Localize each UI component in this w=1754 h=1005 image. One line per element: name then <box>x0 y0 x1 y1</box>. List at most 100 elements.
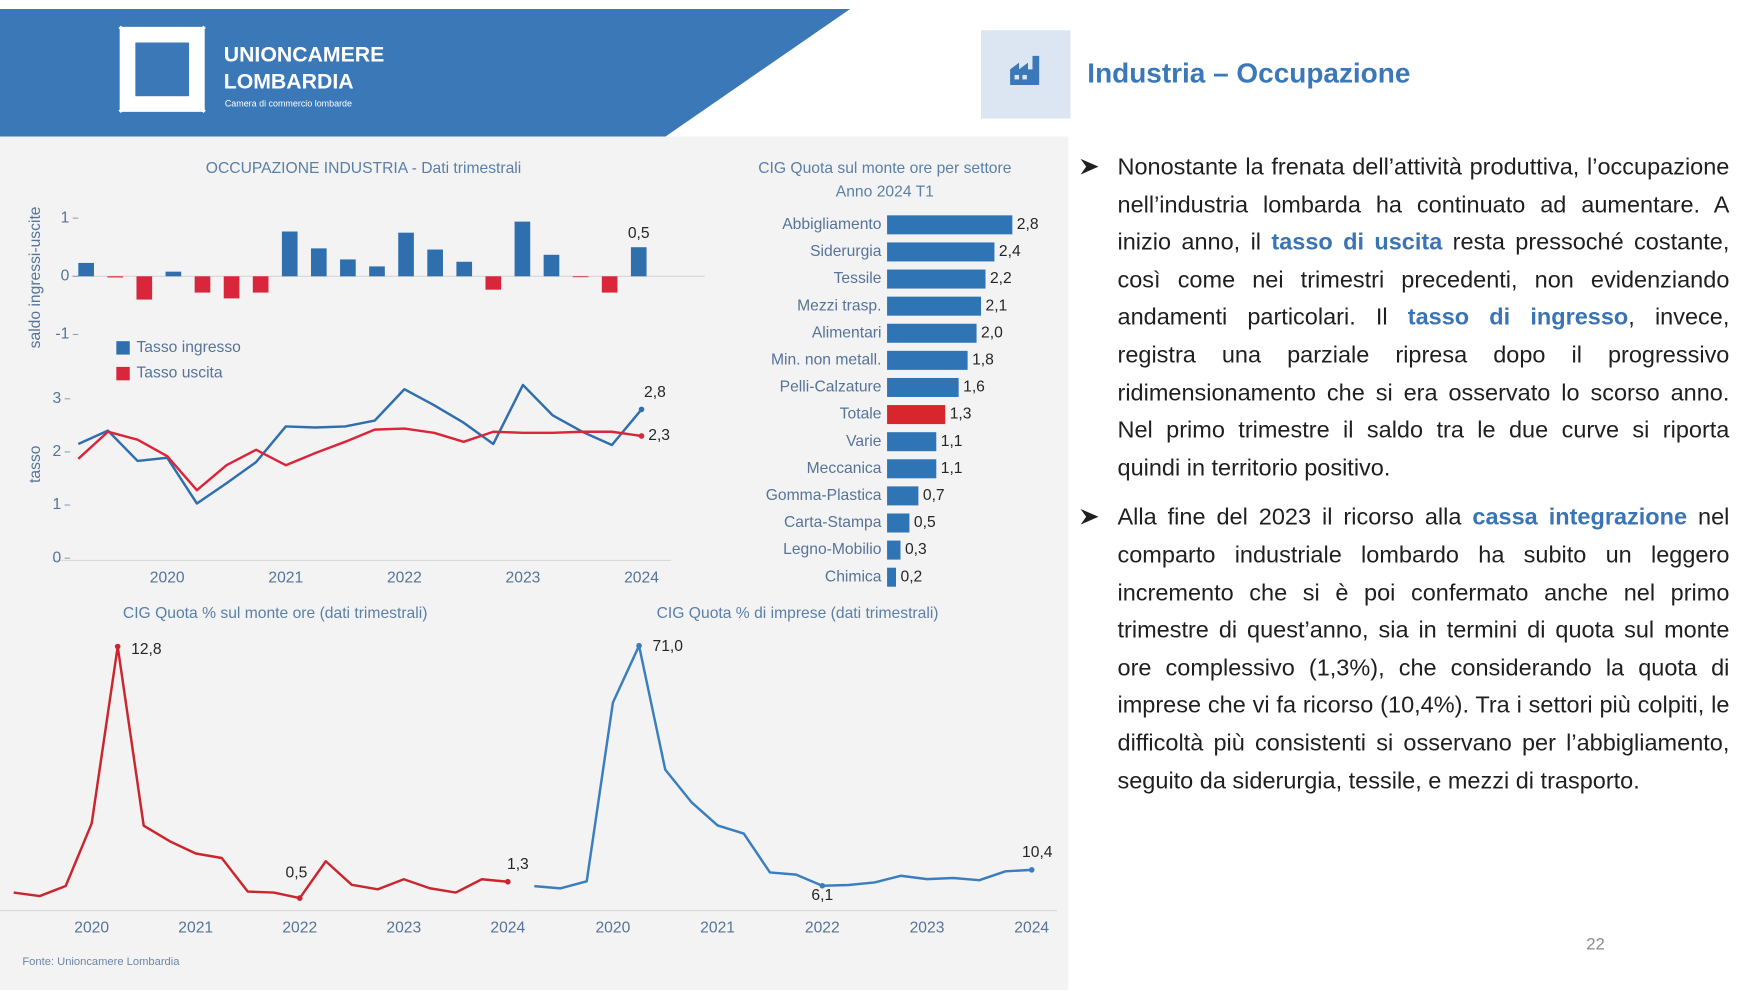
x-tick-label: 2021 <box>268 569 303 586</box>
x-tick-label: 2023 <box>506 569 541 586</box>
bar <box>887 459 937 479</box>
x-tick-label: 2021 <box>178 920 213 937</box>
y-tick-label: -1 <box>55 326 69 343</box>
bar <box>136 276 153 300</box>
x-tick-label: 2023 <box>910 920 945 937</box>
bar <box>887 377 959 397</box>
category-label: Abbigliamento <box>782 216 882 233</box>
y-tick-label: 2 <box>53 443 62 460</box>
bar <box>887 567 897 587</box>
y-tick-label: 1 <box>61 209 70 226</box>
category-label: Varie <box>846 433 882 450</box>
value-label: 0,3 <box>905 541 927 558</box>
legend-swatch <box>116 341 130 355</box>
bar <box>281 231 298 277</box>
value-label: 2,0 <box>981 324 1003 341</box>
value-label: 71,0 <box>652 638 683 655</box>
category-label: Legno-Mobilio <box>783 541 882 558</box>
bar <box>485 276 502 290</box>
value-label: 1,1 <box>941 433 963 450</box>
category-label: Mezzi trasp. <box>797 297 881 314</box>
value-label: 10,4 <box>1022 844 1053 861</box>
value-label: 2,8 <box>644 384 666 401</box>
value-label: 1,3 <box>507 856 529 873</box>
x-tick-label: 2020 <box>74 920 109 937</box>
point-marker <box>819 882 826 889</box>
bullet-marker <box>1080 509 1099 526</box>
category-label: Totale <box>840 406 882 423</box>
bar <box>887 486 919 506</box>
chart-title: CIG Quota % sul monte ore (dati trimestr… <box>123 605 428 622</box>
source: Fonte: Unioncamere Lombardia <box>22 956 180 968</box>
line-series <box>13 645 508 900</box>
bullet: Nonostante la frenata dell’attività prod… <box>1079 149 1731 487</box>
bar <box>514 221 531 277</box>
point-marker <box>505 878 511 885</box>
bar <box>887 350 968 370</box>
category-label: Carta-Stampa <box>784 514 882 531</box>
body-text: nel comparto industriale lombardo ha sub… <box>1117 504 1730 794</box>
bar <box>887 242 995 262</box>
bar <box>78 262 94 277</box>
page-number: 22 <box>1586 935 1605 955</box>
bullet-list: Nonostante la frenata dell’attività prod… <box>1079 149 1731 812</box>
y-tick-label: 1 <box>53 496 62 513</box>
chart-subtitle: Anno 2024 T1 <box>836 184 934 201</box>
x-tick-label: 2022 <box>805 920 840 937</box>
line-series <box>77 383 643 505</box>
bar <box>543 254 560 277</box>
line-series <box>534 644 1032 890</box>
category-label: Tessile <box>834 270 882 287</box>
category-label: Alimentari <box>812 324 882 341</box>
section-icon <box>981 30 1071 119</box>
bar <box>887 296 982 316</box>
value-label: 2,4 <box>999 243 1021 260</box>
bar <box>310 248 327 277</box>
line-series <box>77 427 642 492</box>
y-axis-label: tasso <box>27 445 44 483</box>
body-text: Nonostante la frenata dell’attività prod… <box>1117 154 1730 256</box>
bar <box>165 271 182 277</box>
bar <box>630 247 647 277</box>
legend-label: Tasso uscita <box>136 365 222 382</box>
value-label: 0,5 <box>628 225 650 242</box>
value-label: 2,3 <box>648 427 670 444</box>
bar <box>427 249 443 277</box>
x-tick-label: 2023 <box>386 920 421 937</box>
bar <box>369 266 385 277</box>
bar <box>887 269 986 289</box>
category-label: Gomma-Plastica <box>766 487 882 504</box>
value-label: 2,1 <box>986 297 1008 314</box>
category-label: Chimica <box>825 568 882 585</box>
bar <box>107 276 124 278</box>
value-label: 0,7 <box>923 487 945 504</box>
value-label: 12,8 <box>131 641 162 658</box>
y-tick-label: 0 <box>61 267 70 284</box>
x-tick-label: 2020 <box>595 920 630 937</box>
legend-label: Tasso ingresso <box>136 339 241 356</box>
slide-title: Industria – Occupazione <box>1087 57 1410 88</box>
category-label: Meccanica <box>807 460 882 477</box>
body-text: , invece, registra una parziale ripresa … <box>1117 304 1730 481</box>
point-marker <box>1028 867 1035 873</box>
header-band <box>0 8 851 137</box>
body-text: resta pressoché costante, così come nei … <box>1117 229 1730 331</box>
bullet-text: Nonostante la frenata dell’attività prod… <box>1118 149 1730 487</box>
point-marker <box>296 895 303 901</box>
chart-panel <box>0 136 1069 990</box>
value-label: 1,3 <box>950 406 972 423</box>
x-tick-label: 2024 <box>624 569 659 586</box>
org-region: LOMBARDIA <box>224 69 354 93</box>
bullet-text: Alla fine del 2023 il ricorso alla cassa… <box>1118 499 1730 800</box>
x-tick-label: 2024 <box>1014 920 1049 937</box>
legend-swatch <box>116 366 130 381</box>
point-marker <box>114 643 121 650</box>
chart-title: CIG Quota % di imprese (dati trimestrali… <box>657 605 939 622</box>
x-tick-label: 2020 <box>150 569 185 586</box>
bullet-marker <box>1080 158 1099 175</box>
org-tagline: Camera di commercio lombarde <box>225 98 352 108</box>
point-marker <box>636 642 642 649</box>
y-tick-label: 0 <box>53 549 62 566</box>
org-name: UNIONCAMERE <box>224 43 385 67</box>
